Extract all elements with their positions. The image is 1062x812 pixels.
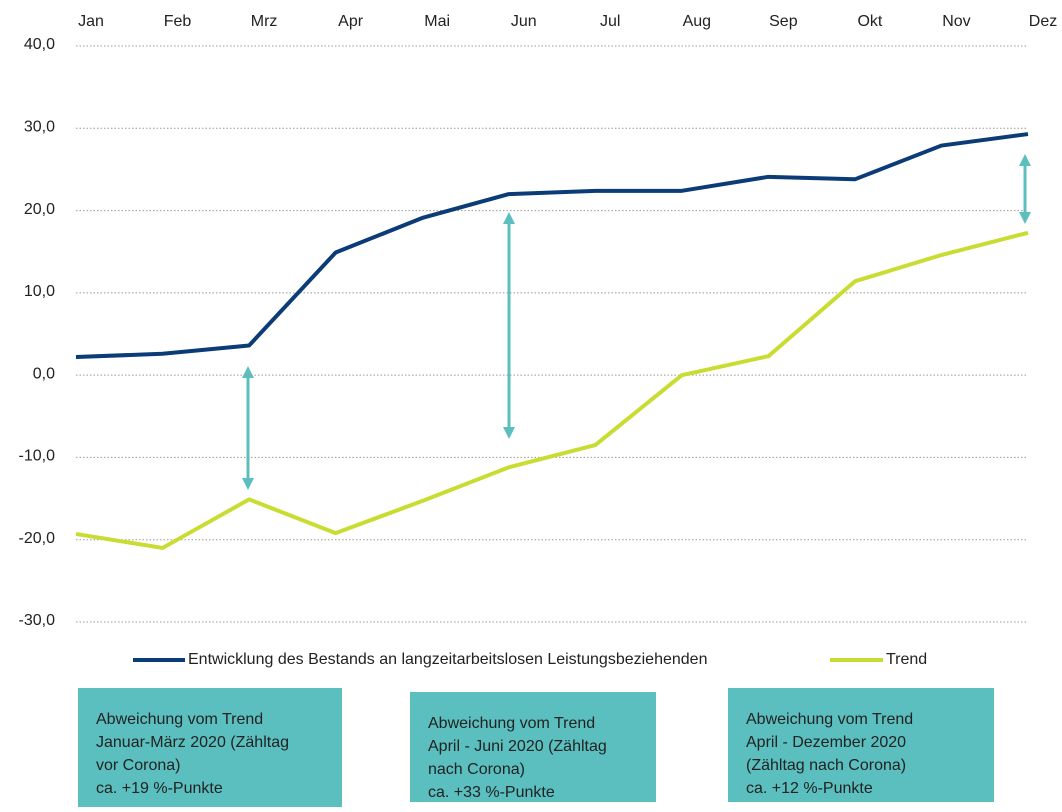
annotation-text: ca. +19 %-Punkte	[96, 780, 223, 797]
annotation-text: vor Corona)	[96, 757, 180, 774]
y-tick-label: -20,0	[19, 530, 56, 547]
annotation-text: April - Dezember 2020	[746, 734, 906, 751]
annotation-text: (Zähltag nach Corona)	[746, 757, 906, 774]
annotation-text: April - Juni 2020 (Zähltag	[428, 738, 607, 755]
x-tick-label: Mai	[424, 13, 450, 30]
legend-label: Trend	[886, 651, 927, 668]
y-tick-label: 0,0	[33, 365, 55, 382]
y-tick-label: -10,0	[19, 448, 56, 465]
x-tick-label: Okt	[857, 13, 882, 30]
annotation-text: ca. +33 %-Punkte	[428, 784, 555, 801]
legend-label: Entwicklung des Bestands an langzeitarbe…	[188, 651, 707, 668]
annotation-box	[410, 692, 656, 802]
x-tick-label: Feb	[164, 13, 192, 30]
x-tick-label: Jul	[600, 13, 620, 30]
annotation-text: nach Corona)	[428, 761, 525, 778]
y-tick-label: -30,0	[19, 612, 56, 629]
annotation-text: Abweichung vom Trend	[746, 711, 913, 728]
annotation-box	[78, 688, 342, 807]
series-line	[75, 230, 1029, 550]
x-tick-label: Apr	[338, 13, 364, 30]
y-tick-label: 20,0	[24, 201, 55, 218]
y-tick-label: 10,0	[24, 283, 55, 300]
x-tick-label: Jan	[78, 13, 104, 30]
annotation-text: Januar-März 2020 (Zähltag	[96, 734, 289, 751]
series-line	[75, 132, 1029, 360]
x-tick-label: Mrz	[251, 13, 278, 30]
annotation-box	[728, 688, 994, 802]
annotation-text: ca. +12 %-Punkte	[746, 780, 873, 797]
x-tick-label: Jun	[511, 13, 537, 30]
annotation-text: Abweichung vom Trend	[96, 711, 263, 728]
x-tick-label: Dez	[1029, 13, 1057, 30]
x-tick-label: Aug	[683, 13, 711, 30]
annotation-text: Abweichung vom Trend	[428, 715, 595, 732]
y-tick-label: 30,0	[24, 119, 55, 136]
x-tick-label: Nov	[942, 13, 970, 30]
y-tick-label: 40,0	[24, 36, 55, 53]
x-tick-label: Sep	[769, 13, 798, 30]
